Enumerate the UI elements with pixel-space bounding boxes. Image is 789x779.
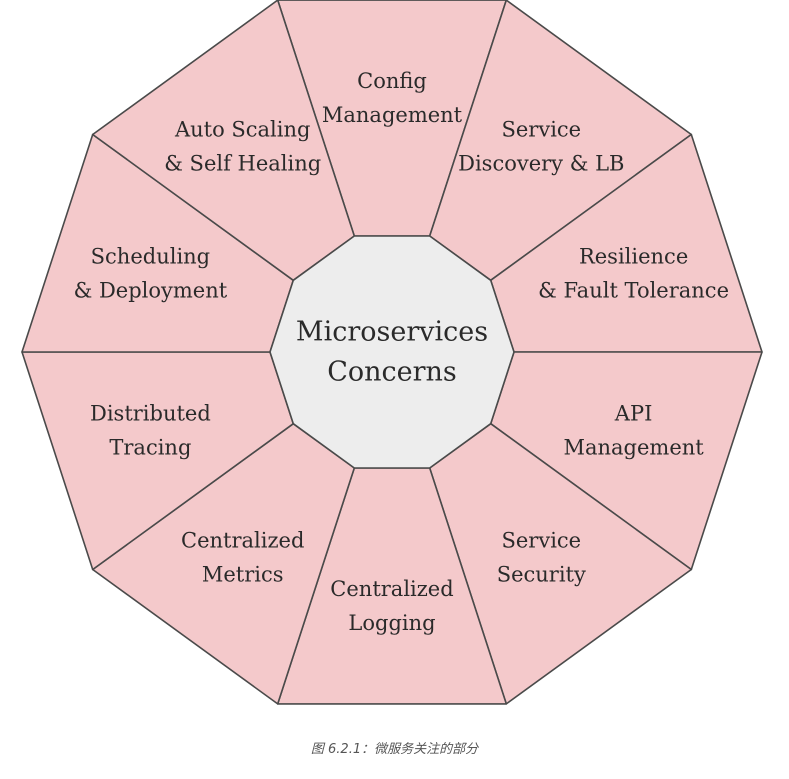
segment-label-service-security-line-2: Security <box>497 563 586 587</box>
segment-label-centralized-logging-line-2: Logging <box>348 611 435 635</box>
center-decagon <box>269 235 515 469</box>
center-label-line-2: Concerns <box>327 357 457 388</box>
segment-label-auto-scaling-self-healing-line-2: & Self Healing <box>164 152 321 176</box>
segment-label-centralized-logging-line-1: Centralized <box>330 577 453 601</box>
segment-label-distributed-tracing-line-1: Distributed <box>90 402 211 426</box>
segment-label-auto-scaling-self-healing-line-1: Auto Scaling <box>174 118 311 142</box>
segment-label-service-security-line-1: Service <box>501 529 581 553</box>
segment-label-service-discovery-lb-line-2: Discovery & LB <box>458 152 624 176</box>
segment-label-config-management-line-2: Management <box>322 103 463 127</box>
center-group: Microservices Concerns <box>269 235 515 469</box>
center-label-line-1: Microservices <box>296 317 488 348</box>
segment-label-centralized-metrics-line-2: Metrics <box>202 563 284 587</box>
segment-label-service-discovery-lb-line-1: Service <box>501 118 581 142</box>
segment-label-config-management-line-1: Config <box>357 69 427 93</box>
microservices-concerns-diagram: Config Management Service Discovery & LB Res… <box>21 0 763 705</box>
segment-label-api-management-line-2: Management <box>563 436 704 460</box>
segment-label-resilience-fault-tolerance-line-1: Resilience <box>579 245 688 269</box>
segment-label-centralized-metrics-line-1: Centralized <box>181 529 304 553</box>
segment-label-scheduling-deployment-line-2: & Deployment <box>74 279 228 303</box>
segment-label-api-management-line-1: API <box>614 402 653 426</box>
segment-label-resilience-fault-tolerance-line-2: & Fault Tolerance <box>538 279 729 303</box>
segment-label-distributed-tracing-line-2: Tracing <box>109 436 191 460</box>
segments-group: Config Management Service Discovery & LB Res… <box>21 0 763 705</box>
segment-label-scheduling-deployment-line-1: Scheduling <box>91 245 210 269</box>
figure-caption: 图 6.2.1：微服务关注的部分 <box>310 742 479 757</box>
